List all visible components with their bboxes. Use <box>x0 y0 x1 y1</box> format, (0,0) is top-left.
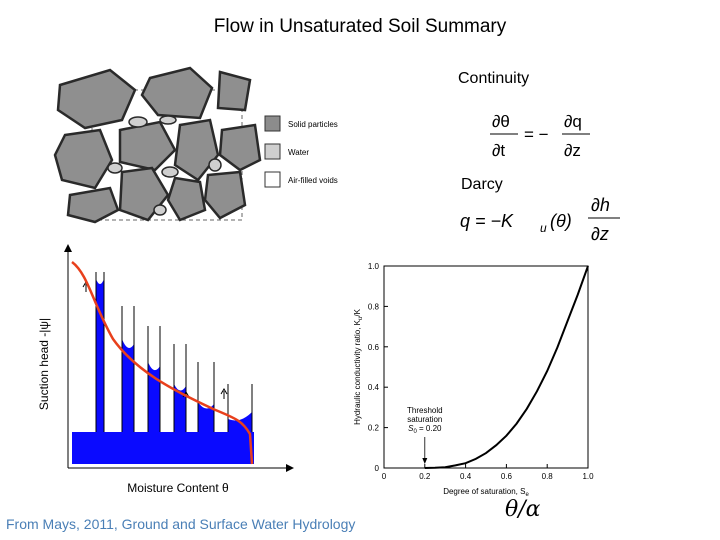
y-tick-label: 0.8 <box>368 302 380 311</box>
solid-particle <box>218 123 262 172</box>
water-film <box>159 115 177 125</box>
continuity-rhs-denominator: ∂z <box>564 141 581 160</box>
plot-frame <box>383 265 589 469</box>
water-film <box>208 158 222 172</box>
suction-xlabel: Moisture Content θ <box>127 481 229 495</box>
water-films <box>107 115 222 216</box>
x-tick-label: 0.2 <box>419 472 431 481</box>
solid-particles <box>53 66 262 224</box>
capillary-tubes <box>95 272 253 432</box>
darcy-argument: (θ) <box>550 211 572 231</box>
x-tick-label: 0 <box>382 472 387 481</box>
y-tick-label: 0.2 <box>368 424 380 433</box>
y-tick-label: 0.4 <box>368 383 380 392</box>
continuity-label: Continuity <box>458 70 530 87</box>
chart-ylabel: Hydraulic conductivity ratio, Ku/K <box>353 308 364 425</box>
suction-head-diagram: Suction head -|ψ| Moisture Content θ <box>37 244 294 495</box>
theta-over-alpha-label: θ/α <box>505 497 541 522</box>
legend-label-solid: Solid particles <box>288 120 338 129</box>
continuity-lhs-denominator: ∂t <box>492 141 505 160</box>
annotation-line3: S0 = 0.20 <box>408 424 442 435</box>
slide-title: Flow in Unsaturated Soil Summary <box>213 16 507 37</box>
solid-particle <box>140 66 214 120</box>
retention-curve <box>71 261 254 465</box>
footer-citation: From Mays, 2011, Ground and Surface Wate… <box>6 516 356 532</box>
x-tick-label: 0.6 <box>501 472 513 481</box>
annotation-line2: saturation <box>407 415 442 424</box>
annotation-var: S <box>408 424 414 433</box>
y-tick-label: 0.6 <box>368 343 380 352</box>
annotation-line1: Threshold <box>407 406 443 415</box>
legend-label-air: Air-filled voids <box>288 176 338 185</box>
water-film <box>107 162 123 174</box>
solid-particle <box>118 120 177 172</box>
continuity-operator: = − <box>524 125 549 144</box>
tick-group: 0 0.2 0.4 0.6 0.8 1.0 0 0.2 0.4 0.6 0.8 1.0 <box>368 262 594 481</box>
water-film <box>161 166 179 178</box>
suction-ylabel: Suction head -|ψ| <box>37 318 51 410</box>
threshold-annotation: Threshold saturation S0 = 0.20 <box>407 406 443 464</box>
darcy-lhs: q = −K <box>460 211 514 231</box>
soil-particles-diagram: Solid particles Water Air-filled voids <box>53 66 338 224</box>
solid-particle <box>166 176 207 222</box>
annotation-val: = 0.20 <box>417 424 442 433</box>
legend-swatch-air <box>264 171 281 188</box>
hydraulic-conductivity-chart: 0 0.2 0.4 0.6 0.8 1.0 0 0.2 0.4 0.6 0.8 1.0 Thresho… <box>353 262 594 498</box>
solid-particle <box>53 128 114 190</box>
continuity-lhs-numerator: ∂θ <box>492 112 510 131</box>
solid-particle <box>203 170 247 220</box>
darcy-subscript: u <box>540 221 547 235</box>
solid-particle <box>173 118 220 182</box>
conductivity-curve <box>424 265 589 469</box>
annotation-arrowhead <box>422 458 428 464</box>
x-tick-label: 1.0 <box>582 472 594 481</box>
darcy-label: Darcy <box>461 176 503 193</box>
water-film <box>128 116 148 128</box>
solid-particle <box>216 70 252 112</box>
darcy-numerator: ∂h <box>591 195 610 215</box>
y-tick-label: 1.0 <box>368 262 380 271</box>
x-tick-label: 0.4 <box>460 472 472 481</box>
continuity-equation: ∂θ ∂t = − ∂q ∂z <box>490 112 590 160</box>
continuity-rhs-numerator: ∂q <box>564 112 582 131</box>
darcy-equation: q = −K u (θ) ∂h ∂z <box>460 195 620 244</box>
legend-swatch-solid <box>264 115 281 132</box>
solid-particle <box>66 186 120 224</box>
water-filled-pores <box>72 279 254 464</box>
chart-xlabel: Degree of saturation, Se <box>443 487 529 498</box>
solid-particle <box>56 68 137 130</box>
darcy-denominator: ∂z <box>591 224 609 244</box>
legend-swatch-water <box>264 143 281 160</box>
legend-label-water: Water <box>288 148 309 157</box>
y-tick-label: 0 <box>375 464 380 473</box>
x-tick-label: 0.8 <box>542 472 554 481</box>
annotation-sub: 0 <box>413 429 417 435</box>
water-film <box>153 204 167 216</box>
saturated-base <box>72 432 254 464</box>
